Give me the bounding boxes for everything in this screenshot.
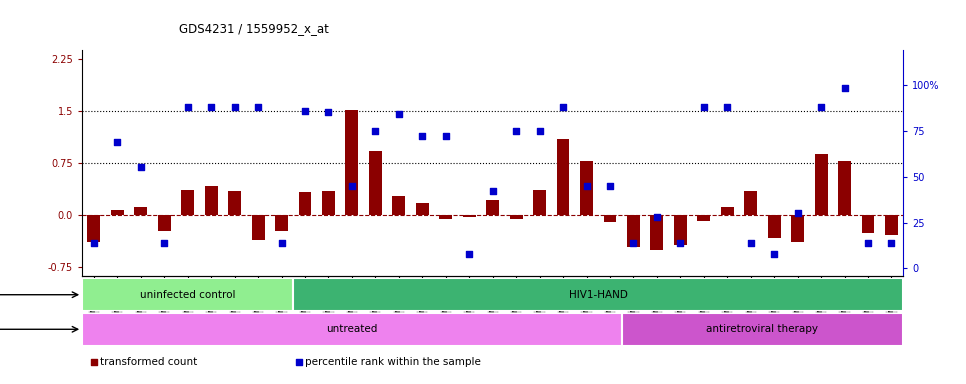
Point [321, 109, 336, 116]
Text: untreated: untreated [327, 324, 378, 334]
Bar [87, 215, 100, 242]
Bar [251, 215, 265, 240]
Point [508, 127, 524, 134]
Point [626, 240, 641, 246]
Bar [556, 139, 570, 215]
Text: transformed count: transformed count [100, 357, 197, 367]
Bar [862, 215, 874, 233]
Bar [134, 207, 147, 215]
Point [813, 104, 829, 110]
Bar [622, 313, 903, 346]
Point [555, 104, 571, 110]
Bar [533, 190, 546, 215]
Bar [721, 207, 734, 215]
Bar [510, 215, 523, 219]
Bar [580, 161, 593, 215]
Bar [697, 215, 710, 221]
Bar [415, 203, 429, 215]
Point [532, 127, 548, 134]
Point [204, 104, 219, 110]
Bar [322, 191, 335, 215]
Point [109, 139, 125, 145]
Text: GDS4231 / 1559952_x_at: GDS4231 / 1559952_x_at [179, 22, 328, 35]
Bar [627, 215, 639, 247]
Bar [298, 192, 311, 215]
Text: HIV1-HAND: HIV1-HAND [569, 290, 628, 300]
Point [414, 133, 430, 139]
Point [485, 188, 500, 194]
Text: antiretroviral therapy: antiretroviral therapy [706, 324, 818, 334]
Bar [346, 110, 358, 215]
Point [298, 108, 313, 114]
Point [438, 133, 453, 139]
Point [133, 164, 149, 170]
Point [462, 251, 477, 257]
Bar [838, 161, 851, 215]
Point [672, 240, 688, 246]
Point [589, 194, 605, 200]
Point [344, 183, 359, 189]
Text: uninfected control: uninfected control [140, 290, 236, 300]
Bar [205, 186, 217, 215]
Bar [82, 313, 622, 346]
Point [884, 240, 899, 246]
Bar [604, 215, 616, 222]
Point [766, 251, 781, 257]
Point [273, 240, 289, 246]
Point [86, 240, 101, 246]
Point [227, 104, 242, 110]
Bar [369, 151, 382, 215]
Point [391, 111, 407, 117]
Point [368, 127, 384, 134]
Bar [182, 190, 194, 215]
Point [649, 214, 665, 220]
Bar [486, 200, 499, 215]
Point [180, 104, 195, 110]
Bar [228, 191, 242, 215]
Point [837, 85, 852, 91]
Point [696, 104, 712, 110]
Point [861, 240, 876, 246]
Bar [82, 278, 294, 311]
Bar [440, 215, 452, 219]
Point [250, 104, 266, 110]
Bar [674, 215, 687, 245]
Point [156, 240, 172, 246]
Bar [791, 215, 804, 242]
Bar [275, 215, 288, 231]
Point [790, 210, 806, 217]
Bar [650, 215, 664, 250]
Point [579, 183, 594, 189]
Point [743, 240, 758, 246]
Text: percentile rank within the sample: percentile rank within the sample [305, 357, 481, 367]
Bar [157, 215, 171, 231]
Bar [814, 154, 828, 215]
Point [720, 104, 735, 110]
Bar [768, 215, 781, 238]
Bar [885, 215, 898, 235]
Bar [392, 196, 406, 215]
Bar [463, 215, 475, 217]
Point [602, 183, 617, 189]
Bar [744, 191, 757, 215]
Bar [294, 278, 903, 311]
Bar [111, 210, 124, 215]
